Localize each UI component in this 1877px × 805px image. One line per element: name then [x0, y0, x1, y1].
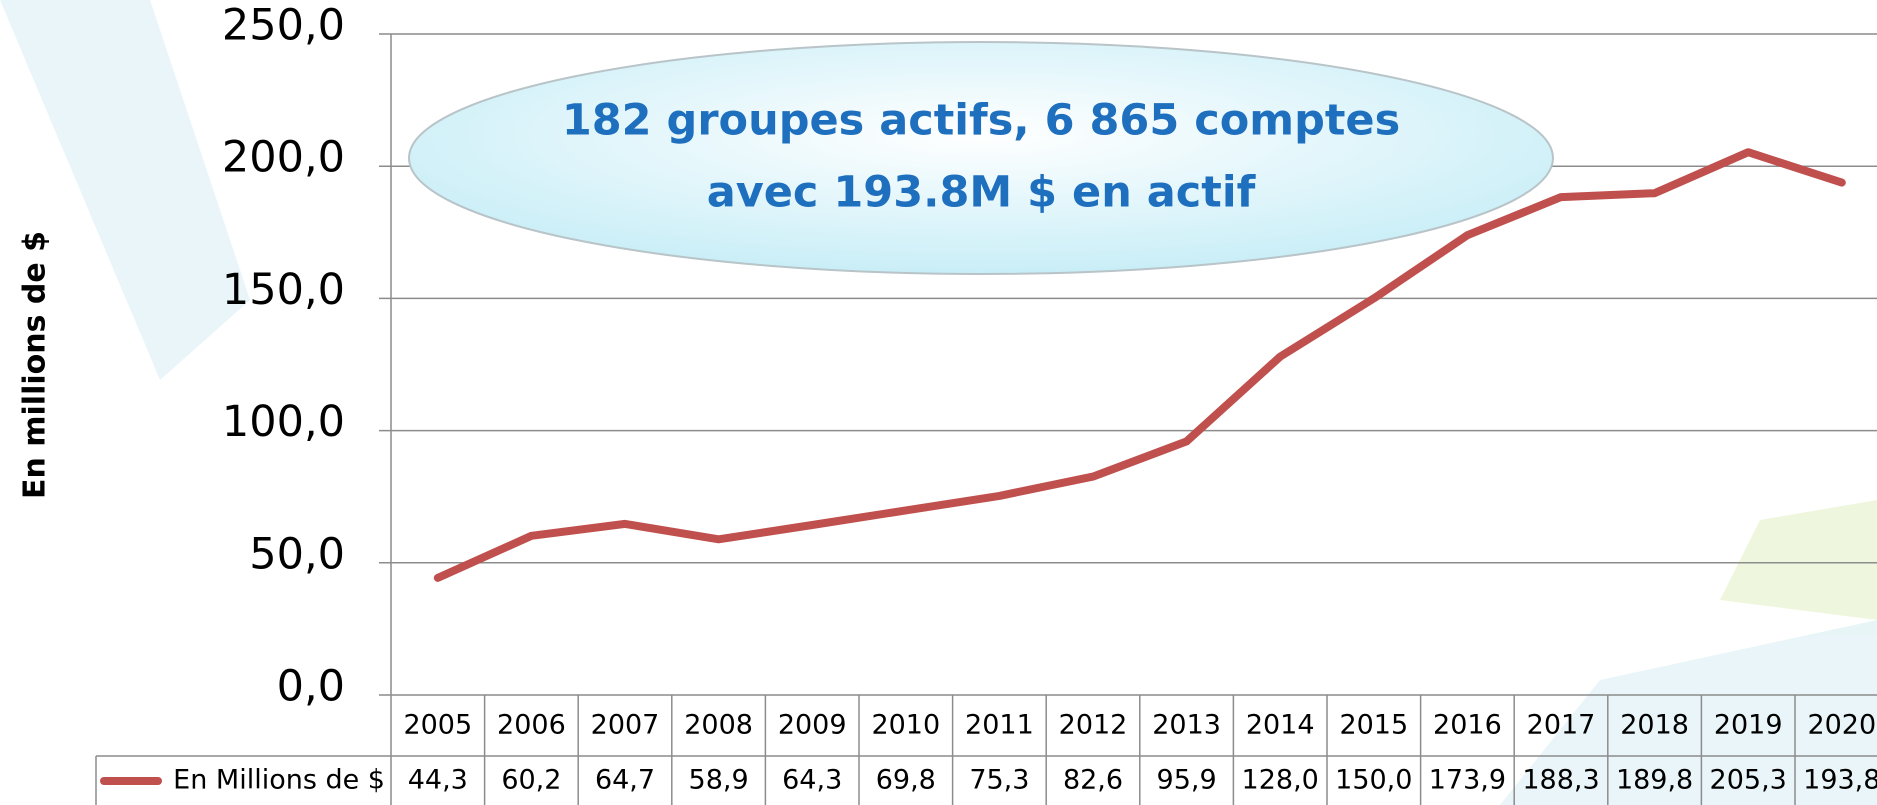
y-tick-label: 50,0 — [249, 529, 345, 579]
legend-label: En Millions de $ — [173, 765, 385, 796]
data-table-value: 75,3 — [969, 765, 1029, 796]
data-line — [433, 148, 1846, 582]
y-axis-title: En millions de $ — [18, 231, 53, 499]
y-tick-label: 100,0 — [222, 397, 345, 447]
x-tick-label: 2019 — [1714, 710, 1783, 741]
x-tick-label: 2012 — [1059, 710, 1128, 741]
x-tick-label: 2008 — [684, 710, 753, 741]
data-table-value: 60,2 — [501, 765, 561, 796]
data-table-value: 44,3 — [408, 765, 468, 796]
data-table-value: 95,9 — [1157, 765, 1217, 796]
data-table-value: 64,7 — [595, 765, 655, 796]
data-table-value: 69,8 — [876, 765, 936, 796]
data-table-value: 64,3 — [782, 765, 842, 796]
x-tick-label: 2013 — [1152, 710, 1221, 741]
x-tick-label: 2016 — [1433, 710, 1502, 741]
x-tick-label: 2014 — [1246, 710, 1315, 741]
callout — [408, 41, 1554, 275]
data-table-value: 173,9 — [1429, 765, 1506, 796]
x-tick-label: 2020 — [1807, 710, 1876, 741]
x-tick-label: 2017 — [1527, 710, 1596, 741]
y-tick-label: 250,0 — [222, 1, 345, 51]
data-table-value: 150,0 — [1335, 765, 1412, 796]
data-table-value: 189,8 — [1616, 765, 1693, 796]
data-table-value: 205,3 — [1710, 765, 1787, 796]
x-tick-label: 2005 — [403, 710, 472, 741]
x-tick-label: 2015 — [1339, 710, 1408, 741]
data-table-value: 128,0 — [1242, 765, 1319, 796]
x-tick-label: 2018 — [1620, 710, 1689, 741]
y-tick-label: 200,0 — [222, 133, 345, 183]
y-tick-label: 150,0 — [222, 265, 345, 315]
data-table-value: 193,8 — [1803, 765, 1877, 796]
data-table-value: 58,9 — [689, 765, 749, 796]
y-tick-label: 0,0 — [277, 662, 345, 712]
x-tick-label: 2009 — [778, 710, 847, 741]
data-table-value: 82,6 — [1063, 765, 1123, 796]
x-tick-label: 2010 — [871, 710, 940, 741]
callout-text: 182 groupes actifs, 6 865 comptes — [562, 96, 1400, 146]
x-tick-label: 2006 — [497, 710, 566, 741]
data-table: En Millions de $ 2005 44,3 2006 60,2 2007 64,7… — [95, 34, 1877, 805]
callout-text: avec 193.8M $ en actif — [707, 168, 1257, 218]
x-tick-label: 2011 — [965, 710, 1034, 741]
x-tick-label: 2007 — [591, 710, 660, 741]
data-table-value: 188,3 — [1522, 765, 1599, 796]
